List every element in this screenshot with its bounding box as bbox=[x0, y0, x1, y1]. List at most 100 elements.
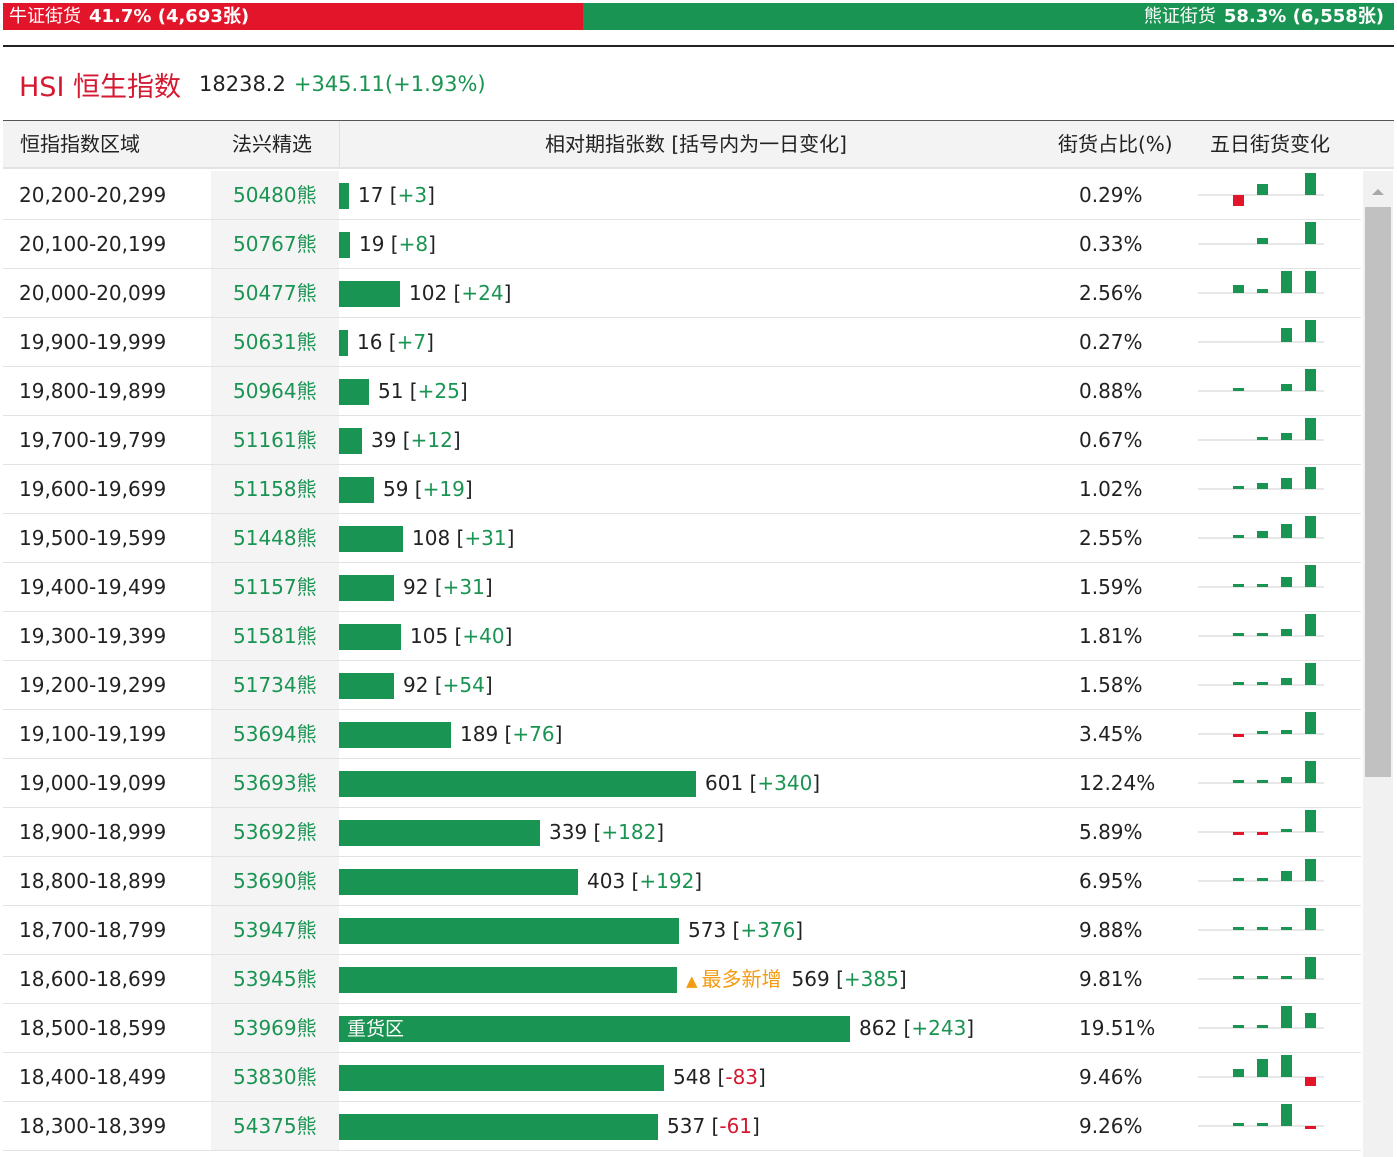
share-cell: 0.88% bbox=[1079, 379, 1143, 403]
warrant-type: 熊 bbox=[296, 1016, 317, 1040]
sparkline-bar bbox=[1257, 531, 1268, 538]
share-cell: 0.67% bbox=[1079, 428, 1143, 452]
warrant-code-link[interactable]: 51581熊 bbox=[211, 612, 339, 660]
count-label: 92 [+54] bbox=[403, 673, 493, 697]
count-bar-cell: 537 [-61] bbox=[339, 1102, 1051, 1150]
table-row: 18,400-18,499 53830熊 548 [-83] 9.46% bbox=[3, 1053, 1361, 1102]
table-row: 19,300-19,399 51581熊 105 [+40] 1.81% bbox=[3, 612, 1361, 661]
five-day-sparkline bbox=[1198, 1055, 1324, 1086]
table-row: 18,600-18,699 53945熊 ▲ 最多新增 569 [+385] 9.81% bbox=[3, 955, 1361, 1004]
count-bar-cell: 548 [-83] bbox=[339, 1053, 1051, 1101]
warrant-code-link[interactable]: 51161熊 bbox=[211, 416, 339, 464]
most-added-badge: ▲ 最多新增 bbox=[686, 967, 782, 991]
sparkline-bar bbox=[1305, 761, 1316, 783]
count-bar-cell: 102 [+24] bbox=[339, 269, 1051, 317]
range-cell: 19,600-19,699 bbox=[19, 477, 167, 501]
daily-change: +19 bbox=[422, 477, 465, 501]
range-cell: 19,000-19,099 bbox=[19, 771, 167, 795]
count-bar bbox=[339, 575, 394, 601]
table-row: 18,700-18,799 53947熊 573 [+376] 9.88% bbox=[3, 906, 1361, 955]
warrant-code-link[interactable]: 53945熊 bbox=[211, 955, 339, 1003]
sparkline-bar bbox=[1233, 832, 1244, 835]
five-day-sparkline bbox=[1198, 320, 1324, 343]
warrant-code-link[interactable]: 53969熊 bbox=[211, 1004, 339, 1052]
warrant-type: 熊 bbox=[296, 771, 317, 795]
count-value: 403 bbox=[587, 869, 626, 893]
sparkline-bar bbox=[1305, 516, 1316, 538]
daily-change: +192 bbox=[639, 869, 695, 893]
warrant-code-link[interactable]: 53692熊 bbox=[211, 808, 339, 856]
warrant-code: 51734 bbox=[233, 673, 297, 697]
warrant-code-link[interactable]: 50480熊 bbox=[211, 171, 339, 219]
warrant-code-link[interactable]: 51448熊 bbox=[211, 514, 339, 562]
table-row: 20,100-20,199 50767熊 19 [+8] 0.33% bbox=[3, 220, 1361, 269]
warrant-type: 熊 bbox=[296, 1065, 317, 1089]
sparkline-bar bbox=[1305, 1013, 1316, 1028]
warrant-code-link[interactable]: 53830熊 bbox=[211, 1053, 339, 1101]
five-day-sparkline bbox=[1198, 908, 1324, 931]
index-price: 18238.2 bbox=[199, 72, 286, 96]
index-change: +345.11(+1.93%) bbox=[293, 72, 486, 96]
warrant-code-link[interactable]: 50477熊 bbox=[211, 269, 339, 317]
daily-change: -61 bbox=[719, 1114, 753, 1138]
five-day-sparkline bbox=[1198, 1104, 1324, 1129]
warrant-type: 熊 bbox=[296, 673, 317, 697]
sparkline-bar bbox=[1305, 1126, 1316, 1129]
count-value: 102 bbox=[409, 281, 448, 305]
warrant-code: 50767 bbox=[233, 232, 297, 256]
sparkline-bar bbox=[1281, 478, 1292, 489]
daily-change: +8 bbox=[398, 232, 429, 256]
sparkline-bar bbox=[1257, 1123, 1268, 1126]
index-name[interactable]: HSI 恒生指数 bbox=[19, 71, 181, 103]
table-row: 19,200-19,299 51734熊 92 [+54] 1.58% bbox=[3, 661, 1361, 710]
warrant-code-link[interactable]: 50964熊 bbox=[211, 367, 339, 415]
street-ratio-bar: 牛证街货 41.7% (4,693张) 熊证街货 58.3% (6,558张) bbox=[3, 3, 1394, 30]
sparkline-bar bbox=[1305, 565, 1316, 587]
scrollbar-thumb[interactable] bbox=[1365, 207, 1391, 777]
sparkline-bar bbox=[1257, 238, 1268, 244]
five-day-sparkline bbox=[1198, 467, 1324, 490]
range-cell: 18,800-18,899 bbox=[19, 869, 167, 893]
share-cell: 9.46% bbox=[1079, 1065, 1143, 1089]
warrant-code-link[interactable]: 51157熊 bbox=[211, 563, 339, 611]
count-bar-cell: 105 [+40] bbox=[339, 612, 1051, 660]
scrollbar[interactable] bbox=[1363, 171, 1393, 1157]
share-cell: 5.89% bbox=[1079, 820, 1143, 844]
warrant-code-link[interactable]: 51158熊 bbox=[211, 465, 339, 513]
warrant-code-link[interactable]: 53947熊 bbox=[211, 906, 339, 954]
count-bar bbox=[339, 330, 348, 356]
triangle-up-icon bbox=[1372, 189, 1384, 195]
warrant-code-link[interactable]: 50767熊 bbox=[211, 220, 339, 268]
warrant-code: 53969 bbox=[233, 1016, 297, 1040]
warrant-code-link[interactable]: 53694熊 bbox=[211, 710, 339, 758]
warrant-code-link[interactable]: 51734熊 bbox=[211, 661, 339, 709]
count-bar bbox=[339, 918, 679, 944]
sparkline-bar bbox=[1233, 1025, 1244, 1028]
daily-change: +376 bbox=[740, 918, 796, 942]
warrant-code-link[interactable]: 54375熊 bbox=[211, 1102, 339, 1150]
warrant-code: 53692 bbox=[233, 820, 297, 844]
sparkline-bar bbox=[1305, 320, 1316, 342]
warrant-code-link[interactable]: 53693熊 bbox=[211, 759, 339, 807]
range-cell: 18,300-18,399 bbox=[19, 1114, 167, 1138]
sparkline-bar bbox=[1305, 222, 1316, 244]
daily-change: +31 bbox=[442, 575, 485, 599]
warrant-code: 50964 bbox=[233, 379, 297, 403]
sparkline-bar bbox=[1305, 908, 1316, 930]
scroll-up-button[interactable] bbox=[1363, 181, 1393, 201]
sparkline-bar bbox=[1257, 976, 1268, 979]
warrant-type: 熊 bbox=[296, 869, 317, 893]
count-bar-cell: 92 [+31] bbox=[339, 563, 1051, 611]
bear-share-segment: 熊证街货 58.3% (6,558张) bbox=[583, 3, 1394, 30]
warrant-code: 50477 bbox=[233, 281, 297, 305]
warrant-code-link[interactable]: 53690熊 bbox=[211, 857, 339, 905]
range-cell: 19,300-19,399 bbox=[19, 624, 167, 648]
warrant-code-link[interactable]: 50631熊 bbox=[211, 318, 339, 366]
daily-change: +54 bbox=[442, 673, 485, 697]
count-value: 59 bbox=[383, 477, 409, 501]
count-bar-cell: 51 [+25] bbox=[339, 367, 1051, 415]
table-row: 19,900-19,999 50631熊 16 [+7] 0.27% bbox=[3, 318, 1361, 367]
count-bar-cell: 403 [+192] bbox=[339, 857, 1051, 905]
bull-value: 41.7% (4,693张) bbox=[89, 6, 250, 27]
count-bar bbox=[339, 722, 451, 748]
